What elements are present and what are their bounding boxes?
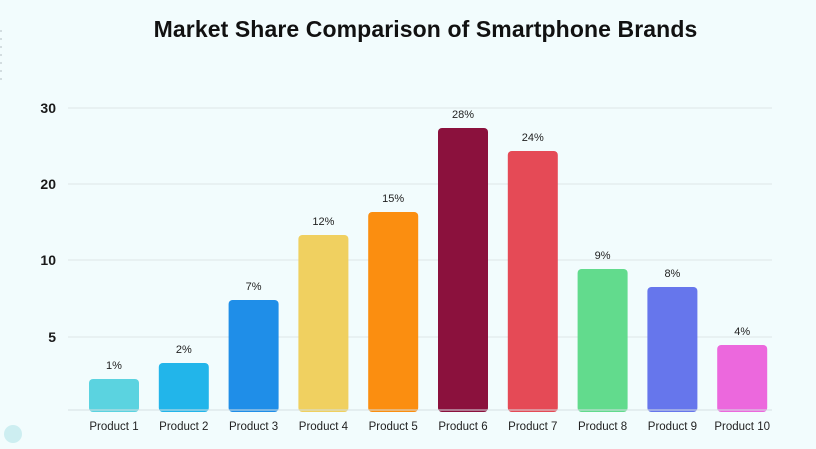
chart-title: Market Share Comparison of Smartphone Br… <box>153 16 698 42</box>
data-label: 1% <box>106 360 122 372</box>
decorative-dot <box>0 30 2 32</box>
data-label: 24% <box>522 132 544 144</box>
x-category-label: Product 7 <box>508 421 557 433</box>
data-label: 4% <box>734 326 750 338</box>
data-label: 12% <box>312 216 334 228</box>
x-category-label: Product 8 <box>578 421 627 433</box>
bar-10 <box>717 345 768 412</box>
data-label: 9% <box>595 250 611 262</box>
y-tick-label: 30 <box>40 100 56 116</box>
decorative-dot <box>0 54 2 56</box>
bar-9 <box>647 287 698 412</box>
bar-2 <box>158 363 209 412</box>
x-category-label: Product 9 <box>648 421 697 433</box>
bar-6 <box>438 128 488 412</box>
data-labels: 1% 2% 7% 12% 15% 28% 24% 9% 8% 4% <box>106 109 750 372</box>
bar-4 <box>298 235 349 412</box>
y-tick-label: 20 <box>40 176 56 192</box>
x-category-label: Product 10 <box>714 421 770 433</box>
x-category-label: Product 6 <box>438 421 487 433</box>
bars <box>89 128 768 412</box>
x-category-label: Product 2 <box>159 421 208 433</box>
data-label: 8% <box>664 268 680 280</box>
data-label: 7% <box>246 281 262 293</box>
decorative-dot <box>0 78 2 80</box>
data-label: 15% <box>382 193 404 205</box>
data-label: 28% <box>452 109 474 121</box>
y-tick-label: 5 <box>48 329 56 345</box>
bar-7 <box>507 151 558 412</box>
decorative-dot <box>0 62 2 64</box>
decorative-dot <box>0 46 2 48</box>
x-axis-categories: Product 1 Product 2 Product 3 Product 4 Prod… <box>89 421 770 433</box>
x-category-label: Product 4 <box>299 421 349 433</box>
bar-5 <box>368 212 419 412</box>
x-category-label: Product 1 <box>89 421 138 433</box>
decorative-dot <box>0 70 2 72</box>
bar-1 <box>89 379 139 412</box>
decorative-circle <box>4 425 22 443</box>
x-category-label: Product 3 <box>229 421 278 433</box>
data-label: 2% <box>176 344 192 356</box>
bar-8 <box>577 269 628 412</box>
decorative-dots <box>0 30 4 86</box>
x-category-label: Product 5 <box>369 421 418 433</box>
y-tick-label: 10 <box>40 252 56 268</box>
y-axis-ticks: 30 20 10 5 <box>40 100 56 345</box>
bar-3 <box>228 300 279 412</box>
decorative-dot <box>0 38 2 40</box>
